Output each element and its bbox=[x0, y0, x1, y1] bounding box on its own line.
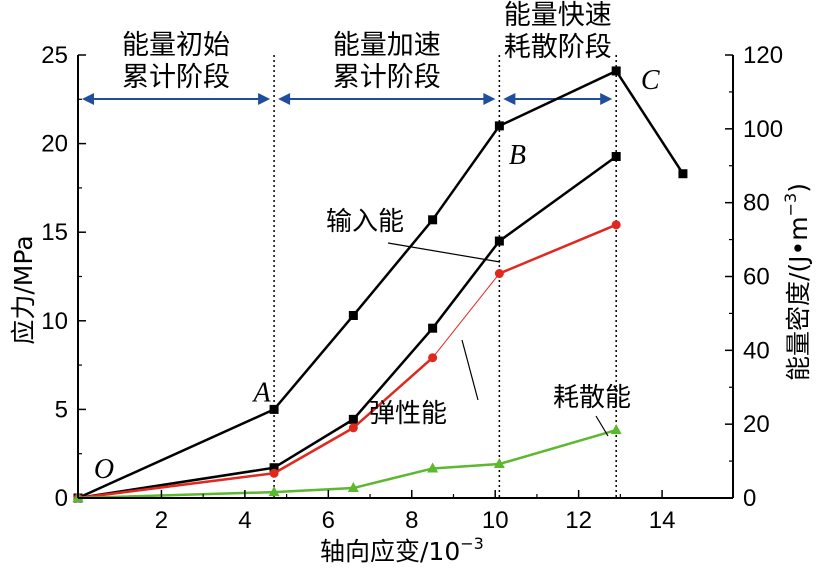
data-point-circle bbox=[269, 468, 279, 478]
stage-label-line1: 能量初始 bbox=[122, 30, 230, 61]
left-y-tick-label: 15 bbox=[41, 219, 68, 246]
left-y-axis-title: 应力/MPa bbox=[9, 235, 38, 344]
left-y-tick-label: 0 bbox=[55, 485, 68, 512]
right-y-axis-title-close: ) bbox=[784, 183, 813, 193]
x-tick-label: 4 bbox=[238, 507, 251, 534]
left-y-tick-label: 5 bbox=[55, 396, 68, 423]
data-point-triangle bbox=[347, 482, 359, 493]
data-point-square bbox=[678, 169, 688, 179]
data-point-triangle bbox=[610, 424, 622, 435]
right-y-tick-label: 60 bbox=[743, 264, 770, 291]
series-line bbox=[77, 428, 617, 500]
stage-boundary-lines bbox=[273, 55, 617, 498]
stage-arrow-head-right bbox=[483, 93, 496, 105]
data-point-square bbox=[269, 404, 279, 414]
data-point-circle bbox=[428, 353, 438, 363]
series-segment bbox=[352, 356, 434, 429]
series-label: 输入能 bbox=[326, 207, 404, 237]
left-y-tick-label: 25 bbox=[41, 42, 68, 69]
right-y-tick-label: 0 bbox=[743, 485, 756, 512]
data-point-triangle bbox=[427, 462, 439, 473]
right-y-axis-title: 能量密度/(J•m−3) bbox=[781, 183, 813, 381]
axis-titles: 轴向应变/10−3 应力/MPa 能量密度/(J•m−3) bbox=[9, 183, 813, 566]
stage-arrow-head-left bbox=[503, 93, 516, 105]
callout-leader-line bbox=[595, 415, 609, 437]
x-tick-label: 8 bbox=[405, 507, 418, 534]
point-label: O bbox=[94, 454, 114, 485]
series-segment bbox=[77, 472, 275, 500]
stage-label-line2: 累计阶段 bbox=[333, 62, 441, 93]
series-1 bbox=[73, 152, 621, 503]
x-tick-label: 10 bbox=[482, 507, 509, 534]
stage-label-line2: 耗散阶段 bbox=[504, 32, 612, 63]
point-label: A bbox=[252, 377, 272, 408]
series-segment bbox=[432, 273, 500, 359]
series-label: 耗散能 bbox=[553, 383, 631, 413]
x-tick-label: 6 bbox=[322, 507, 335, 534]
right-y-tick-label: 120 bbox=[743, 42, 783, 69]
right-y-tick-label: 100 bbox=[743, 116, 783, 143]
stage-label-line1: 能量快速 bbox=[504, 0, 612, 31]
data-point-square bbox=[611, 66, 621, 76]
stage-label-line1: 能量加速 bbox=[333, 30, 441, 61]
right-y-axis-title-main: 能量密度/(J•m bbox=[784, 216, 813, 381]
series-segment bbox=[273, 426, 354, 475]
data-point-square bbox=[494, 236, 504, 246]
stage-arrows bbox=[82, 93, 613, 105]
right-y-axis-title-exponent: −3 bbox=[781, 193, 800, 217]
right-y-tick-label: 80 bbox=[743, 190, 770, 217]
callout-leader-line bbox=[461, 339, 479, 401]
data-point-square bbox=[494, 121, 504, 131]
x-axis-title-main: 轴向应变/10 bbox=[320, 537, 460, 566]
axes: 2 4 6 8 10 12 14 0 5 10 15 20 25 0 20 40 60 80 100 120 bbox=[41, 42, 783, 534]
x-axis-title: 轴向应变/10−3 bbox=[320, 534, 484, 566]
series-line bbox=[77, 155, 617, 500]
data-point-square bbox=[428, 323, 438, 333]
data-point-triangle bbox=[268, 486, 280, 497]
left-y-tick-label: 10 bbox=[41, 308, 68, 335]
data-point-square bbox=[348, 310, 358, 320]
stage-arrow-head-right bbox=[600, 93, 613, 105]
stage-arrow-head-left bbox=[82, 93, 94, 105]
x-tick-label: 14 bbox=[649, 507, 676, 534]
data-point-square bbox=[269, 463, 279, 473]
callout-leader-line bbox=[387, 242, 501, 263]
right-y-tick-label: 40 bbox=[743, 337, 770, 364]
data-point-triangle bbox=[493, 458, 505, 469]
point-label: C bbox=[641, 65, 660, 96]
left-y-tick-label: 20 bbox=[41, 131, 68, 158]
data-point-square bbox=[348, 414, 358, 424]
point-label: B bbox=[509, 140, 526, 171]
right-y-tick-label: 20 bbox=[743, 411, 770, 438]
x-tick-label: 2 bbox=[155, 507, 168, 534]
point-labels: O A B C bbox=[94, 65, 660, 485]
data-point-square bbox=[611, 152, 621, 162]
stage-arrow-head-left bbox=[278, 93, 291, 105]
series-segment bbox=[498, 223, 617, 275]
series-line bbox=[77, 69, 684, 500]
data-point-square bbox=[428, 215, 438, 225]
series-2 bbox=[73, 220, 621, 503]
data-point-circle bbox=[611, 220, 621, 230]
series-label: 弹性能 bbox=[369, 399, 447, 429]
data-point-circle bbox=[348, 423, 358, 433]
data-point-circle bbox=[494, 269, 504, 279]
x-tick-label: 12 bbox=[565, 507, 592, 534]
data-series bbox=[72, 66, 688, 503]
stage-arrow-head-right bbox=[258, 93, 271, 105]
stage-label-line2: 累计阶段 bbox=[122, 62, 230, 93]
x-axis-title-exponent: −3 bbox=[460, 534, 484, 553]
